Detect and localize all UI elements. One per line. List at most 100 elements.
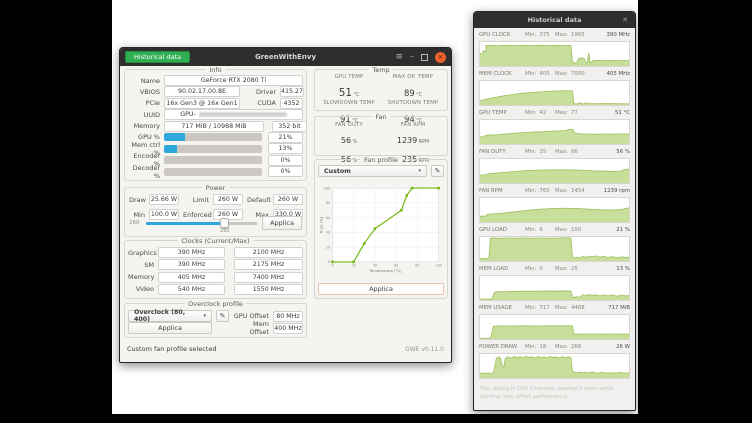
historical-chart-mem-usage: MEM USAGE Min: 717 Max: 4468 717 MiB <box>479 305 630 340</box>
chevron-down-icon: ▾ <box>203 313 206 319</box>
maximize-icon[interactable] <box>421 53 428 61</box>
fan-curve-point <box>363 242 366 245</box>
temp-cell: GPU TEMP 51 °C <box>317 74 381 100</box>
menu-icon[interactable]: ≡ <box>395 51 403 62</box>
usage-progress-fill <box>164 144 177 153</box>
slider-value-label: 260 <box>220 228 230 234</box>
uuid-redacted-blur <box>198 112 287 117</box>
historical-chart-header: FAN RPM Min: 765 Max: 1454 1239 rpm <box>479 188 630 197</box>
metric-max: Max: 77 <box>555 110 578 116</box>
clock-current-value: 390 MHz <box>158 259 225 271</box>
main-titlebar[interactable]: GreenWithEnvy Historical data ≡ – ✕ <box>120 48 451 66</box>
status-bar: Custom fan profile selected GWE v0.11.0 <box>120 344 451 354</box>
fan-profile-apply-button[interactable]: Applica <box>318 283 444 295</box>
overclock-profile-selected: Overclock (80, 400) <box>134 309 186 323</box>
clock-label: Video <box>135 285 154 294</box>
clock-row: Video 540 MHz 1550 MHz <box>128 283 303 295</box>
temp-cell: SLOWDOWN TEMP 91 °C <box>317 100 381 126</box>
info-row-pcie: PCIe 16x Gen3 @ 16x Gen1 CUDA 4352 <box>128 97 303 109</box>
clock-max-value: 1550 MHz <box>234 283 303 295</box>
metric-max: Max: 66 <box>555 149 578 155</box>
historical-titlebar[interactable]: Historical data ✕ <box>474 12 635 28</box>
clock-label: Graphics <box>128 248 157 257</box>
close-icon[interactable]: ✕ <box>622 16 628 24</box>
clocks-section: Clocks (Current/Max) Graphics 390 MHz 2100… <box>124 236 307 299</box>
minimize-icon[interactable]: – <box>410 52 414 61</box>
power-apply-button[interactable]: Applica <box>262 216 302 230</box>
clock-label: SM <box>144 260 154 269</box>
historical-chart-mem-load: MEM LOAD Min: 0 Max: 25 13 % <box>479 266 630 301</box>
fan-profile-dropdown[interactable]: Custom ▾ <box>318 165 427 177</box>
fan-profile-chart: 0 20 40 60 80 100 0 20 40 60 80 100 Temperature [°C]… <box>318 179 444 280</box>
usage-value: 0% <box>268 166 303 177</box>
metric-label: GPU LOAD <box>479 227 507 233</box>
power-limit-slider[interactable]: 260 <box>146 215 257 234</box>
historical-chart-gpu-clock: GPU CLOCK Min: 375 Max: 1965 390 MHz <box>479 32 630 67</box>
overclock-section-title: Overclock profile <box>184 299 247 309</box>
metric-max: Max: 1454 <box>555 188 585 194</box>
edit-overclock-profile-button[interactable]: ✎ <box>216 310 229 322</box>
slider-handle[interactable] <box>220 218 230 228</box>
power-field-label: Default <box>247 195 271 204</box>
metric-min: Min: 35 <box>525 149 547 155</box>
mem-offset-value[interactable]: 400 MHz <box>273 322 303 334</box>
metric-current: 1239 rpm <box>603 188 630 194</box>
clock-max-value: 7400 MHz <box>234 271 303 283</box>
temp-value: 94 °C <box>403 115 423 125</box>
memory-label: Memory <box>133 122 160 130</box>
svg-text:Duty [%]: Duty [%] <box>320 216 324 233</box>
usage-progress-fill <box>164 133 185 142</box>
memory-usage-value: 717 MiB / 10988 MiB <box>164 120 264 132</box>
fan-curve-point <box>437 186 440 190</box>
info-row-uuid: UUID GPU- <box>128 109 303 121</box>
svg-text:40: 40 <box>326 231 330 235</box>
info-row-memory: Memory 717 MiB / 10988 MiB 352 bit <box>128 120 307 132</box>
fan-curve-point <box>410 186 414 190</box>
historical-chart-canvas <box>479 314 630 340</box>
pencil-icon: ✎ <box>219 312 226 320</box>
historical-chart-header: GPU CLOCK Min: 375 Max: 1965 390 MHz <box>479 32 630 41</box>
driver-label: Driver <box>255 87 276 96</box>
metric-max: Max: 266 <box>555 344 582 350</box>
usage-label: Mem ctrl % <box>131 140 160 157</box>
temp-cell: SHUTDOWN TEMP 94 °C <box>381 100 445 126</box>
cuda-label: CUDA <box>257 99 276 108</box>
close-icon[interactable]: ✕ <box>435 51 446 63</box>
historical-chart-canvas <box>479 158 630 184</box>
fan-profile-section: Fan profile Custom ▾ ✎ 0 20 40 60 80 100 0 20 40… <box>314 155 448 299</box>
clock-max-value: 2100 MHz <box>234 247 303 258</box>
clock-current-value: 540 MHz <box>158 283 225 295</box>
temp-value: 89 °C <box>403 89 423 99</box>
memory-interface-value: 352 bit <box>272 120 307 132</box>
historical-area-svg <box>480 276 629 300</box>
temp-section: Temp GPU TEMP 51 °C MAX OP. TEMP 89 °C SLOWDOW… <box>314 65 448 125</box>
metric-max: Max: 100 <box>555 227 582 233</box>
edit-fan-profile-button[interactable]: ✎ <box>431 165 444 177</box>
usage-progressbar <box>164 156 262 165</box>
historical-area-svg <box>480 81 629 105</box>
temp-section-title: Temp <box>368 65 394 75</box>
power-field-label: Max <box>255 210 269 219</box>
historical-chart-canvas <box>479 80 630 106</box>
historical-chart-canvas <box>479 275 630 301</box>
overclock-apply-button[interactable]: Applica <box>128 322 212 334</box>
gpu-offset-value[interactable]: 80 MHz <box>273 310 303 322</box>
clock-row: Graphics 390 MHz 2100 MHz <box>128 247 303 258</box>
fan-curve-point <box>331 260 334 264</box>
usage-value: 13% <box>268 143 303 155</box>
historical-chart-fan-rpm: FAN RPM Min: 765 Max: 1454 1239 rpm <box>479 188 630 223</box>
historical-data-button[interactable]: Historical data <box>125 51 191 63</box>
slider-track[interactable] <box>146 222 257 225</box>
fan-curve-point <box>373 227 377 230</box>
overclock-profile-dropdown[interactable]: Overclock (80, 400) ▾ <box>128 309 212 323</box>
historical-area-svg <box>480 315 629 339</box>
historical-chart-power-draw: POWER DRAW Min: 18 Max: 266 26 W <box>479 344 630 379</box>
usage-row: Decoder % 0% <box>128 164 303 180</box>
fan-profile-selected: Custom <box>324 167 351 175</box>
info-row-vbios: VBIOS 90.02.17.00.8E Driver 415.27 <box>128 86 305 98</box>
power-section-title: Power <box>201 183 230 193</box>
power-field-value: 260 W <box>213 194 243 205</box>
temp-value: 91 °C <box>339 115 359 125</box>
svg-text:60: 60 <box>326 216 330 220</box>
